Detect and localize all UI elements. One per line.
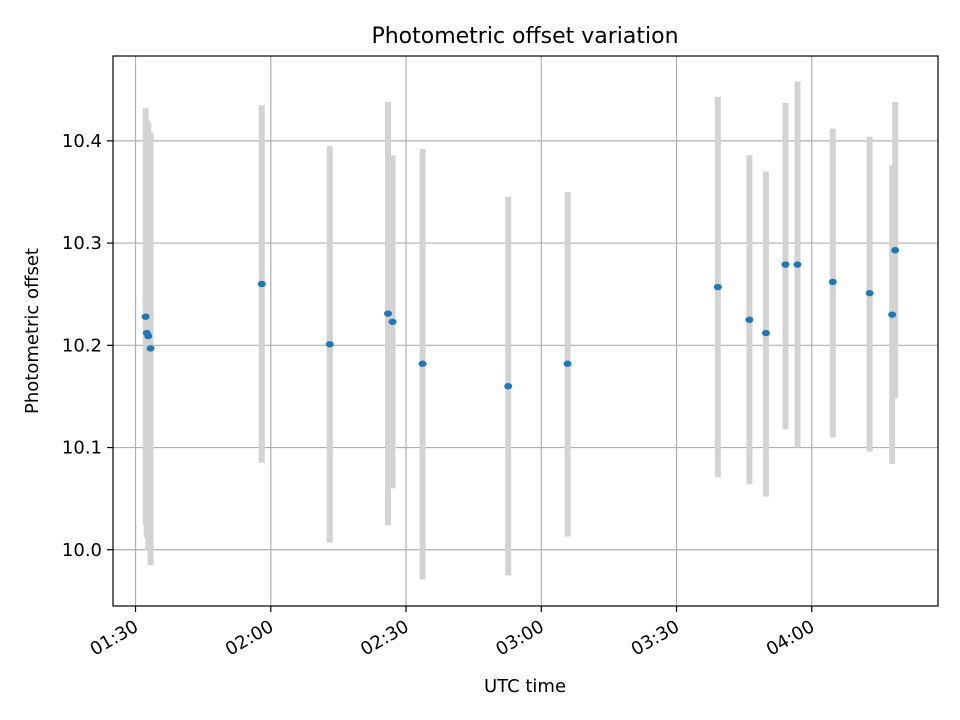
y-tick-label: 10.0 [62,540,102,561]
y-tick-label: 10.3 [62,233,102,254]
x-axis-ticks: 01:30 02:00 02:30 03:00 03:30 04:00 [87,606,818,660]
data-point [144,332,153,340]
chart-title: Photometric offset variation [371,24,678,49]
grid [113,56,938,606]
data-point [888,311,897,318]
x-tick-label: 04:00 [763,616,818,660]
plot-frame [112,55,939,607]
y-tick-label: 10.2 [62,335,102,356]
data-point [563,360,572,367]
data-point [257,280,266,288]
data-point [781,261,790,268]
data-point [761,329,770,337]
data-point [745,316,754,323]
data-point [388,318,397,325]
y-tick-label: 10.4 [62,131,102,152]
data-point [325,341,334,348]
data-point [891,247,900,254]
data-point [713,283,722,291]
x-tick-label: 02:30 [357,616,412,660]
y-tick-label: 10.1 [62,438,102,459]
x-tick-label: 03:30 [628,616,683,660]
error-bars [142,81,899,580]
data-point [793,261,802,268]
x-tick-label: 03:00 [492,616,547,660]
x-tick-label: 01:30 [87,616,142,660]
y-axis-label: Photometric offset [22,248,43,414]
data-point [828,278,837,286]
x-tick-label: 02:00 [222,616,277,660]
y-axis-ticks: 10.0 10.1 10.2 10.3 10.4 [62,131,113,561]
data-point [418,360,427,367]
data-point [384,310,392,317]
data-point [865,289,874,297]
data-point [146,345,155,352]
data-points [141,247,900,390]
data-point [504,383,513,390]
data-point [141,313,150,320]
x-axis-label: UTC time [484,676,566,697]
